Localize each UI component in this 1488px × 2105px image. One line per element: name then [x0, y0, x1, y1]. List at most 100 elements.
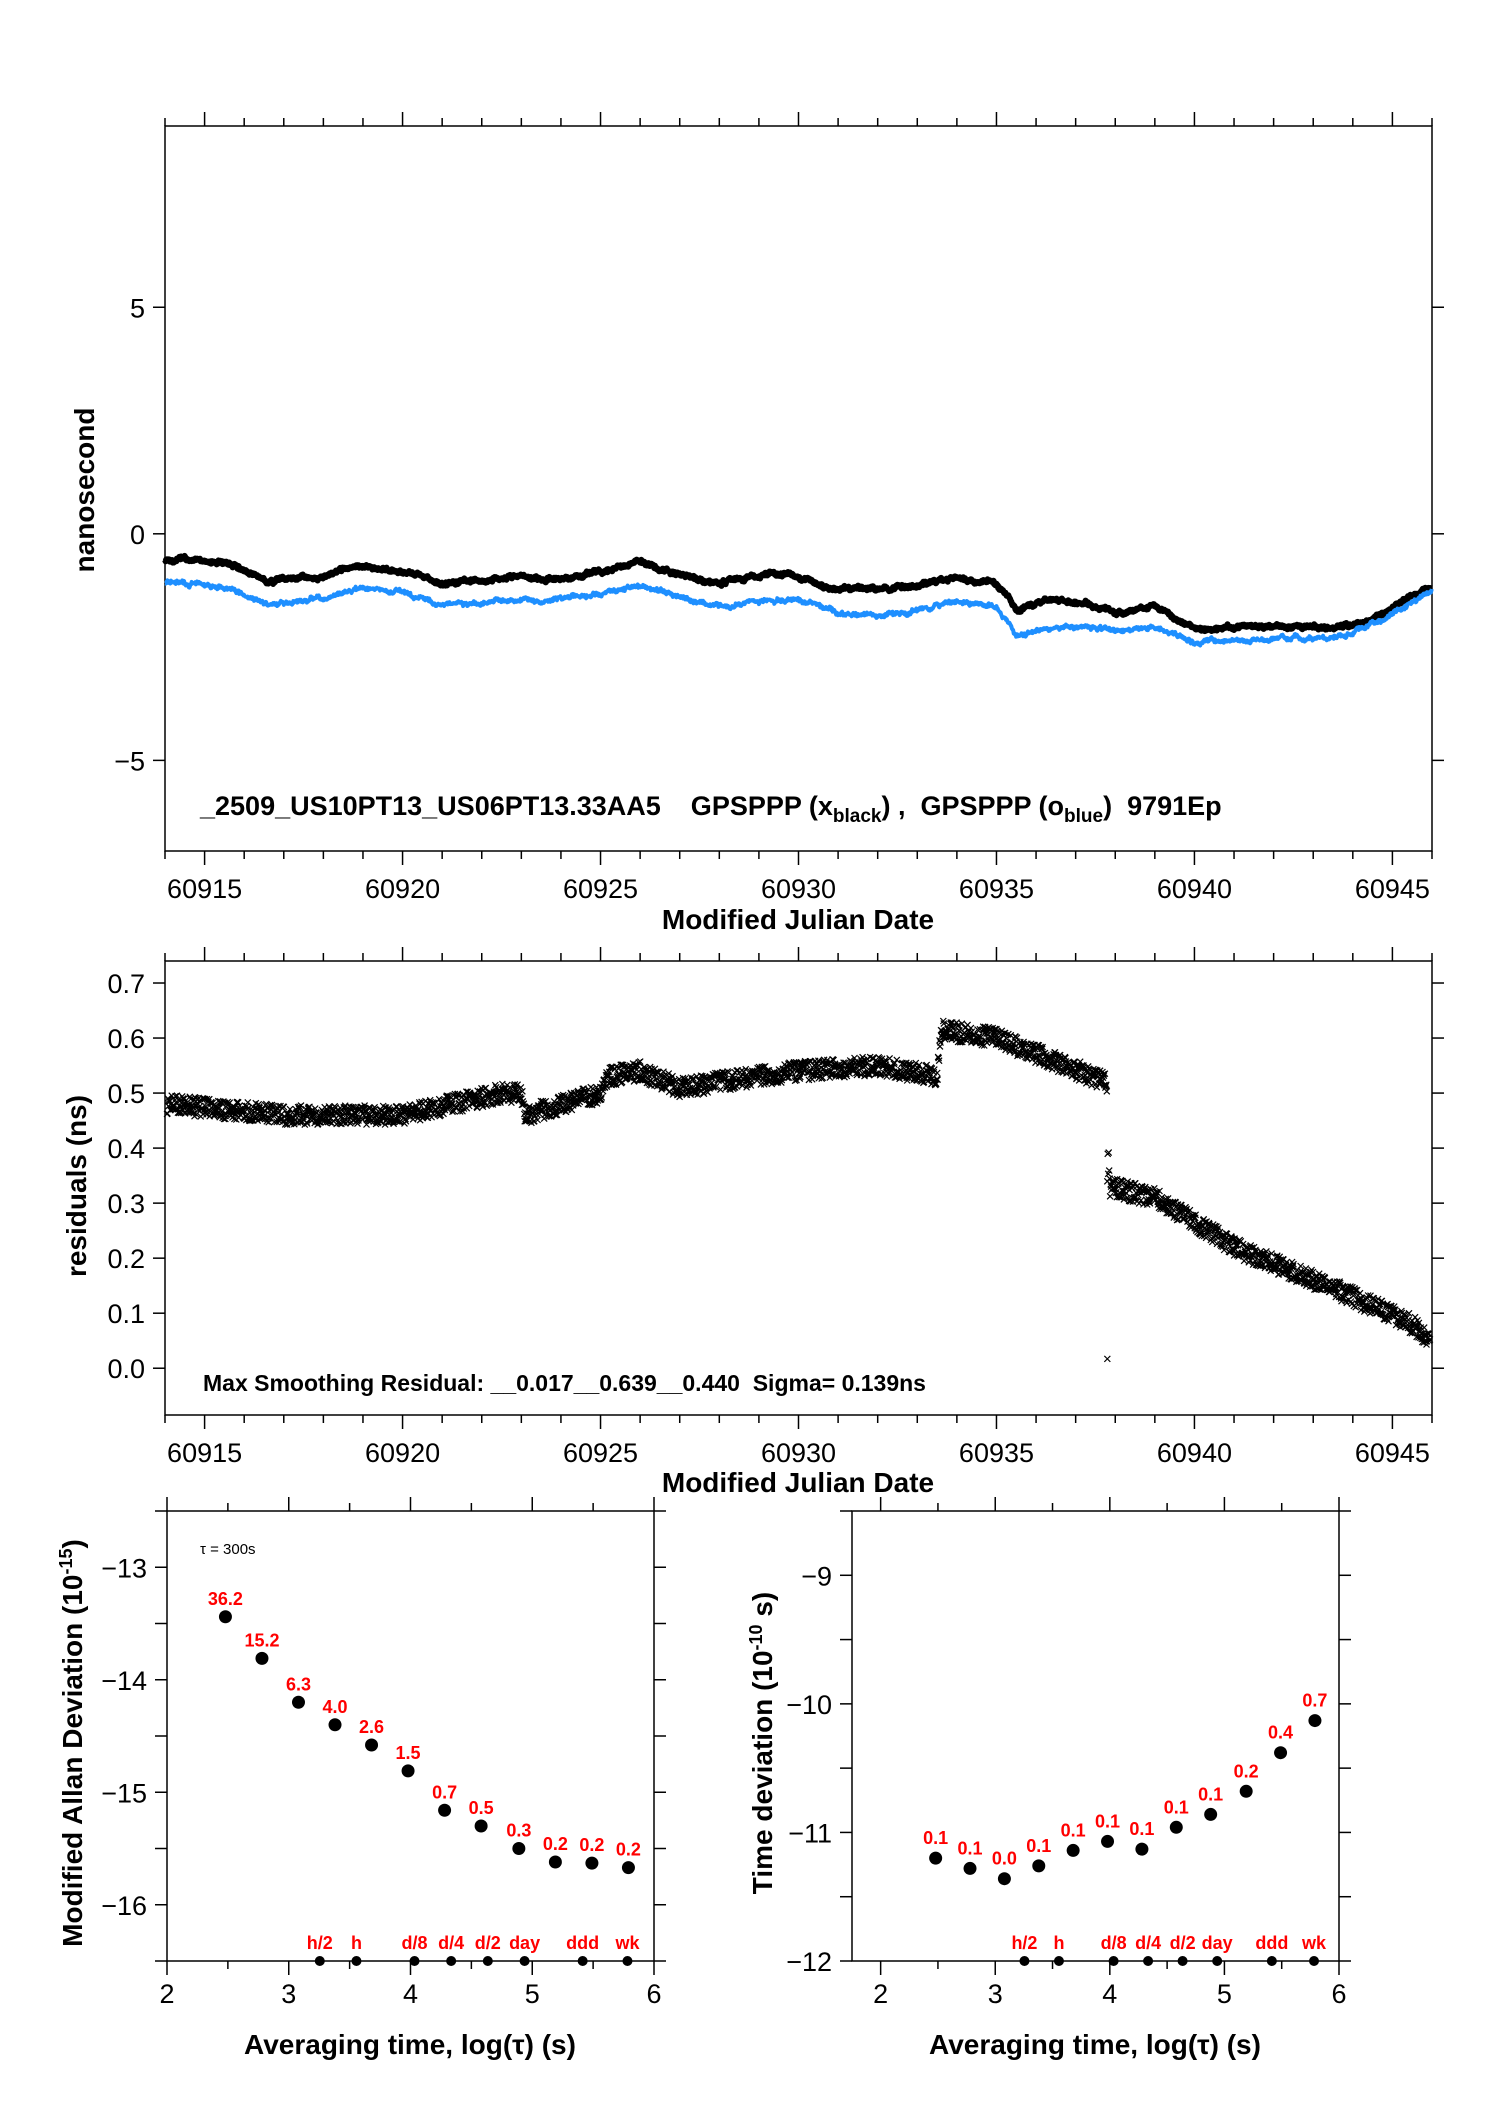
panel4-xtick-label: 5	[1217, 1979, 1232, 2009]
panel4-ylabel: Time deviation (10-10 s)	[746, 1592, 778, 1895]
panel1-frame	[164, 125, 1433, 852]
panel3-timescale-marker	[622, 1956, 633, 1966]
panel3-timescale-label: day	[509, 1933, 540, 1953]
annotation-prefix: _2509_US10PT13_US06PT13.33AA5 GPSPPP (x	[199, 791, 833, 821]
panel3-point	[438, 1803, 452, 1817]
panel1-xtick-label: 60915	[167, 874, 242, 904]
panel4-timescale-marker	[1266, 1956, 1277, 1966]
panel3-point-label: 36.2	[208, 1589, 243, 1609]
panel3-xtick-label: 3	[281, 1979, 296, 2009]
panel2-xtick-label: 60920	[365, 1438, 440, 1468]
panel3-point-label: 6.3	[286, 1674, 311, 1694]
panel4-timescale-marker	[1309, 1956, 1320, 1966]
panel4-ylabel-main: Time deviation (10	[747, 1650, 778, 1894]
panel3-timescale-marker	[519, 1956, 530, 1966]
panel1-xtick-label: 60940	[1157, 874, 1232, 904]
panel1-ylabel: nanosecond	[69, 408, 100, 573]
panel4-timescale-label: d/4	[1135, 1933, 1161, 1953]
panel4-point	[1204, 1807, 1218, 1821]
panel4-timescale-label: wk	[1301, 1933, 1327, 1953]
panel3-point	[255, 1651, 269, 1665]
panel4-timescale-label: ddd	[1255, 1933, 1288, 1953]
panel3-ylabel-main: Modified Allan Deviation (10	[57, 1575, 88, 1947]
panel2-ytick-label: 0.7	[107, 969, 145, 999]
panel3-timescale-label: d/4	[438, 1933, 464, 1953]
panel1-annotation: _2509_US10PT13_US06PT13.33AA5 GPSPPP (xb…	[199, 791, 1222, 827]
panel4-point-label: 0.7	[1302, 1691, 1327, 1711]
panel4-point	[963, 1861, 977, 1875]
panel3-xtick-label: 5	[525, 1979, 540, 2009]
panel3-timescale-label: wk	[614, 1933, 640, 1953]
panel3-timescale-marker	[446, 1956, 457, 1966]
panel4-xlabel: Averaging time, log(τ) (s)	[929, 2029, 1261, 2060]
panel3-point-label: 0.2	[579, 1835, 604, 1855]
panel3-xtick-label: 2	[159, 1979, 174, 2009]
panel4-timescale-label: d/2	[1170, 1933, 1196, 1953]
panel1-xtick-label: 60930	[761, 874, 836, 904]
panel4-point	[1066, 1843, 1080, 1857]
panel4-timescale-label: day	[1202, 1933, 1233, 1953]
panel4-ytick-label: −11	[788, 1818, 832, 1848]
panel2-annotation: Max Smoothing Residual: __0.017__0.639__…	[203, 1370, 926, 1396]
panel3-timescale-marker	[314, 1956, 325, 1966]
panel3-xtick-label: 4	[403, 1979, 418, 2009]
panel3-point-label: 0.2	[543, 1834, 568, 1854]
panel2-ytick-label: 0.6	[107, 1024, 145, 1054]
panel4-frame	[851, 1510, 1340, 1962]
panel3-point	[365, 1738, 379, 1752]
panel3-timescale-label: d/2	[475, 1933, 501, 1953]
panel3-ylabel-exp: -15	[56, 1548, 76, 1574]
panel4-xtick-label: 6	[1331, 1979, 1346, 2009]
panel3-point-label: 4.0	[322, 1697, 347, 1717]
residual-x-markers	[163, 1017, 1434, 1348]
panel4-point	[1032, 1859, 1046, 1873]
panel3-timescale-label: d/8	[402, 1933, 428, 1953]
panel3-timescale-marker	[577, 1956, 588, 1966]
series-black-line	[162, 552, 1435, 635]
annotation-sub-blue: blue	[1064, 806, 1103, 827]
panel1-ytick-label: 0	[130, 520, 145, 550]
panel1-xtick-label: 60935	[959, 874, 1034, 904]
panel3-timescale-marker	[482, 1956, 493, 1966]
panel3-point	[474, 1819, 488, 1833]
panel4-ylabel-end: s)	[747, 1592, 778, 1625]
panel4-point-label: 0.1	[1026, 1836, 1051, 1856]
series-blue-line	[163, 578, 1434, 648]
panel3-point	[621, 1861, 635, 1875]
panel4-point-label: 0.2	[1234, 1761, 1259, 1781]
panel2-ytick-label: 0.3	[107, 1189, 145, 1219]
panel4-point-label: 0.1	[1095, 1811, 1120, 1831]
panel4-point	[1135, 1842, 1149, 1856]
panel4-point	[929, 1851, 943, 1865]
panel2-xlabel: Modified Julian Date	[662, 1467, 934, 1498]
annotation-sub-black: black	[833, 806, 882, 827]
panel1-xtick-label: 60920	[365, 874, 440, 904]
panel3-point	[218, 1610, 232, 1624]
panel2-ylabel: residuals (ns)	[61, 1095, 92, 1277]
panel3-ytick-label: −14	[101, 1666, 147, 1696]
annotation-mid: ) , GPSPPP (o	[881, 791, 1064, 821]
panel1-xtick-label: 60925	[563, 874, 638, 904]
panel2-xtick-label: 60930	[761, 1438, 836, 1468]
panel4-point-label: 0.1	[923, 1828, 948, 1848]
panel3-timescale-marker	[351, 1956, 362, 1966]
panel4-xtick-label: 2	[873, 1979, 888, 2009]
panel4-ytick-label: −10	[786, 1690, 832, 1720]
panel4-point	[997, 1872, 1011, 1886]
panel3-ytick-label: −16	[101, 1891, 147, 1921]
panel4-timescale-marker	[1177, 1956, 1188, 1966]
panel3-point-label: 0.5	[469, 1798, 494, 1818]
panel3-xtick-label: 6	[646, 1979, 661, 2009]
panel1-ytick-label: 5	[130, 293, 145, 323]
panel3-timescale-label: ddd	[566, 1933, 599, 1953]
panel3-timescale-label: h/2	[307, 1933, 333, 1953]
panel3-tau-annotation: τ = 300s	[200, 1541, 256, 1558]
panel4-timescale-marker	[1108, 1956, 1119, 1966]
panel4-point-label: 0.1	[1164, 1797, 1189, 1817]
panel4-point-label: 0.1	[1061, 1820, 1086, 1840]
residual-outlier-marker	[1103, 1355, 1111, 1363]
panel3-point-label: 1.5	[396, 1743, 421, 1763]
annotation-suffix: ) 9791Ep	[1103, 791, 1222, 821]
panel1-xlabel: Modified Julian Date	[662, 904, 934, 935]
